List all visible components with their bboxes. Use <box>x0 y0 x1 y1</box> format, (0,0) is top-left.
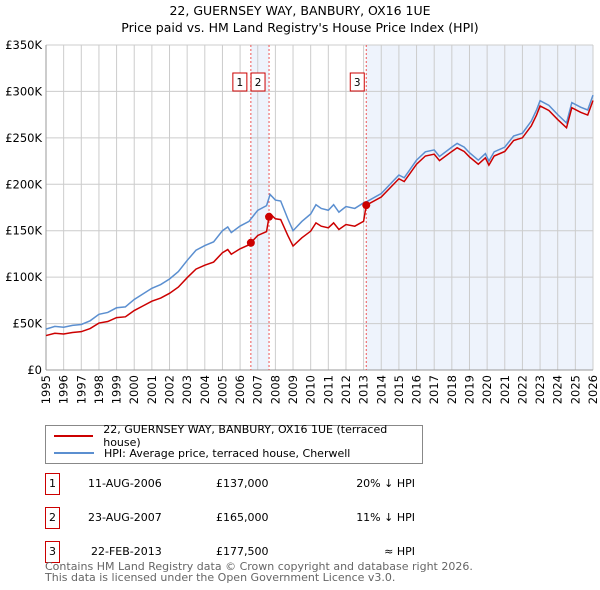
x-tick-label: 2024 <box>551 375 565 404</box>
sale-row: 3 22-FEB-2013 £177,500 ≈ HPI <box>45 541 545 563</box>
price-legend-label: 22, GUERNSEY WAY, BANBURY, OX16 1UE (ter… <box>103 423 388 449</box>
x-tick-label: 2004 <box>198 375 212 404</box>
sale-label-box <box>250 72 266 92</box>
x-tick-label: 2000 <box>127 375 141 404</box>
x-tick-label: 2013 <box>357 375 371 404</box>
x-tick-label: 2001 <box>145 375 159 404</box>
sale-label-box <box>349 72 365 92</box>
x-tick-label: 2012 <box>339 375 353 404</box>
x-tick-label: 2010 <box>304 375 318 404</box>
shaded-region <box>366 45 593 370</box>
x-tick-label: 2014 <box>374 375 388 404</box>
sale-hpi-relation: 11% ↓ HPI <box>356 511 415 524</box>
sale-price: £177,500 <box>216 545 269 558</box>
sale-point <box>265 212 274 221</box>
x-tick-label: 2016 <box>410 375 424 404</box>
y-tick-label: £250K <box>5 131 42 145</box>
y-tick-label: £300K <box>5 84 42 98</box>
sale-number: 2 <box>45 507 60 529</box>
price-chart: 1995 1996 1997 1998 1999 2000 2001 2002 2003 2004… <box>5 38 600 404</box>
sale-price: £137,000 <box>216 477 269 490</box>
y-tick-label: £0 <box>27 363 42 377</box>
legend: 22, GUERNSEY WAY, BANBURY, OX16 1UE (ter… <box>45 423 423 464</box>
sale-hpi-relation: 20% ↓ HPI <box>356 477 415 490</box>
sale-price: £165,000 <box>216 511 269 524</box>
x-tick-label: 2015 <box>392 375 406 404</box>
x-tick-label: 2021 <box>498 375 512 404</box>
price-legend-swatch <box>54 435 94 437</box>
x-tick-label: 2009 <box>286 375 300 404</box>
x-tick-label: 2017 <box>427 375 441 404</box>
x-tick-label: 2025 <box>568 375 582 404</box>
sale-hpi-relation: ≈ HPI <box>384 545 415 558</box>
x-tick-label: 2011 <box>321 375 335 404</box>
y-tick-label: £150K <box>5 224 42 238</box>
y-tick-label: £50K <box>13 317 43 331</box>
x-tick-label: 2006 <box>233 375 247 404</box>
footer-copyright: Contains HM Land Registry data © Crown c… <box>45 560 473 573</box>
chart-title: 22, GUERNSEY WAY, BANBURY, OX16 1UE <box>169 3 431 18</box>
x-tick-label: 2023 <box>533 375 547 404</box>
hpi-line <box>45 94 594 330</box>
sale-date: 23-AUG-2007 <box>88 511 162 524</box>
x-tick-label: 2007 <box>251 375 265 404</box>
x-tick-label: 1997 <box>74 375 88 404</box>
sale-label: 2 <box>255 77 262 89</box>
price-paid-line <box>45 100 594 337</box>
hpi-legend-swatch <box>54 452 94 454</box>
y-tick-label: £100K <box>5 270 42 284</box>
hpi-legend-label: HPI: Average price, terraced house, Cher… <box>104 446 351 460</box>
x-tick-label: 2026 <box>586 375 600 404</box>
sale-number: 3 <box>45 541 60 563</box>
x-tick-label: 2002 <box>163 375 177 404</box>
footer-licence: This data is licensed under the Open Gov… <box>45 571 396 584</box>
x-tick-label: 1998 <box>92 375 106 404</box>
sale-label: 1 <box>237 77 244 89</box>
x-tick-label: 2022 <box>515 375 529 404</box>
sale-row: 2 23-AUG-2007 £165,000 11% ↓ HPI <box>45 507 545 529</box>
x-tick-label: 2005 <box>215 375 229 404</box>
y-tick-label: £200K <box>5 177 42 191</box>
sale-label: 3 <box>354 77 361 89</box>
y-tick-label: £350K <box>5 38 42 52</box>
x-tick-label: 1999 <box>110 375 124 404</box>
chart-subtitle: Price paid vs. HM Land Registry's House … <box>121 20 479 35</box>
x-tick-label: 1995 <box>39 375 53 404</box>
sale-point <box>246 238 255 247</box>
sale-row: 1 11-AUG-2006 £137,000 20% ↓ HPI <box>45 473 545 495</box>
sale-point <box>362 201 371 210</box>
x-tick-label: 1996 <box>57 375 71 404</box>
x-tick-label: 2019 <box>462 375 476 404</box>
sale-label-box <box>232 72 248 92</box>
x-tick-label: 2008 <box>268 375 282 404</box>
x-tick-label: 2003 <box>180 375 194 404</box>
sale-number: 1 <box>45 473 60 495</box>
x-tick-label: 2018 <box>445 375 459 404</box>
x-tick-label: 2020 <box>480 375 494 404</box>
sale-date: 11-AUG-2006 <box>88 477 162 490</box>
shaded-region <box>250 45 270 370</box>
sale-date: 22-FEB-2013 <box>91 545 162 558</box>
